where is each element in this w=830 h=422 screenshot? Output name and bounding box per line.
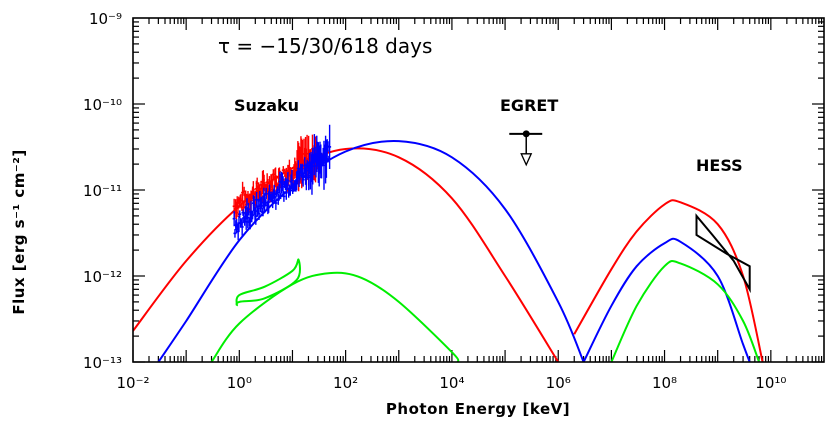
x-tick-labels: 10⁻² 10⁰ 10² 10⁴ 10⁶ 10⁸ 10¹⁰ [116, 374, 786, 392]
x-tick-label: 10⁴ [439, 374, 464, 392]
blue-inverse-compton-curve [582, 237, 751, 362]
y-tick-label: 10⁻¹² [83, 268, 122, 286]
hess-bowtie [695, 213, 751, 294]
x-tick-label: 10⁶ [546, 374, 571, 392]
y-axis-title: Flux [erg s⁻¹ cm⁻²] [10, 149, 28, 314]
y-tick-labels: 10⁻¹³ 10⁻¹² 10⁻¹¹ 10⁻¹⁰ 10⁻⁹ [83, 10, 122, 372]
suzaku-label: Suzaku [234, 96, 299, 115]
x-tick-label: 10⁰ [227, 374, 252, 392]
egret-upper-limit-arrow [520, 153, 533, 167]
curves-layer [133, 139, 764, 362]
data-layer [232, 124, 751, 294]
tau-annotation: τ = −15/30/618 days [218, 34, 432, 58]
green-inverse-compton-curve [610, 260, 761, 362]
y-tick-label: 10⁻¹¹ [83, 182, 122, 200]
x-axis-title: Photon Energy [keV] [386, 400, 570, 418]
x-tick-label: 10⁻² [116, 374, 149, 392]
egret-label: EGRET [500, 96, 558, 115]
x-tick-label: 10² [333, 374, 358, 392]
hess-label: HESS [696, 156, 743, 175]
ticks-layer [132, 18, 824, 363]
y-tick-label: 10⁻¹⁰ [83, 96, 122, 114]
x-tick-label: 10¹⁰ [755, 374, 786, 392]
green-xray-bowtie [235, 258, 301, 307]
blue-synchrotron-curve [157, 139, 585, 362]
green-synchrotron-curve [210, 271, 460, 362]
x-tick-label: 10⁸ [652, 374, 677, 392]
red-synchrotron-curve [133, 147, 560, 362]
plot-frame [132, 17, 825, 363]
y-tick-label: 10⁻⁹ [89, 10, 122, 28]
y-tick-label: 10⁻¹³ [83, 354, 122, 372]
red-inverse-compton-curve [573, 199, 764, 362]
